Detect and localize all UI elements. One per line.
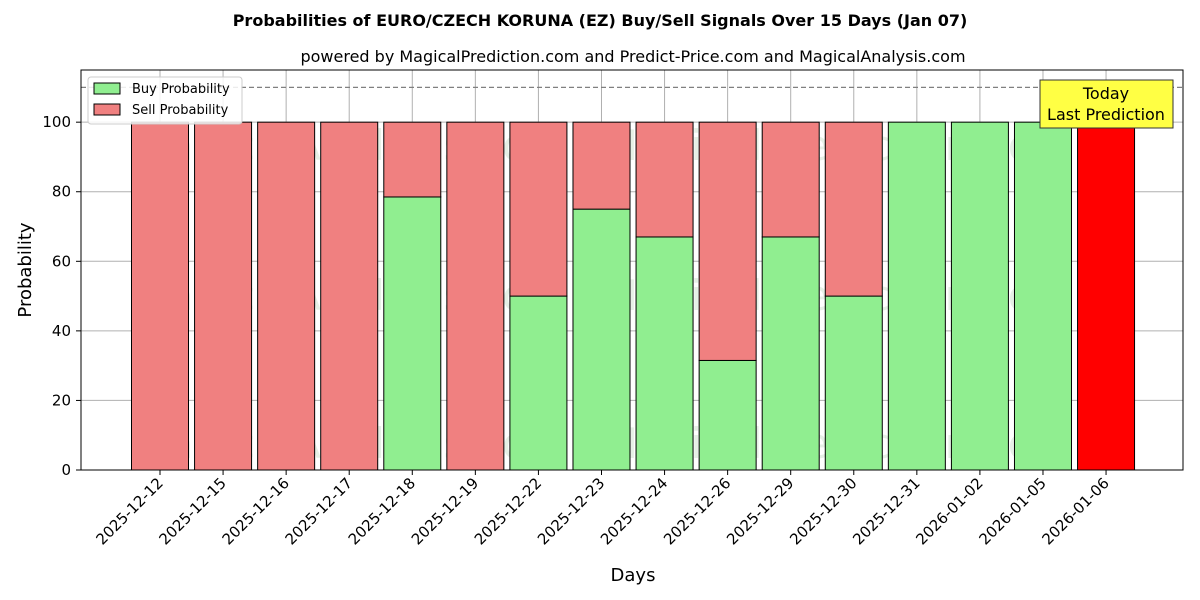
y-tick-label: 40 (52, 322, 71, 340)
bar-sell-2025-12-24 (635, 121, 694, 238)
annotation-box (1039, 79, 1174, 129)
bar-buy-2025-12-29 (761, 236, 820, 471)
bar-sell-2025-12-26 (698, 121, 757, 361)
bar-sell-2025-12-17 (320, 121, 379, 471)
x-tick-label: 2025-12-16 (219, 474, 293, 548)
bar-sell-2025-12-22 (509, 121, 568, 297)
y-axis-label: Probability (15, 222, 36, 317)
x-tick-label: 2026-01-05 (975, 474, 1049, 548)
bar-sell-2025-12-23 (572, 121, 631, 210)
bar-buy-2025-12-22 (509, 295, 568, 471)
x-tick-label: 2025-12-22 (471, 474, 545, 548)
plot-frame (80, 69, 1184, 471)
x-tick-label: 2026-01-02 (912, 474, 986, 548)
bar-buy-2026-01-02 (950, 121, 1009, 471)
bar-sell-2025-12-18 (383, 121, 442, 198)
x-tick-label: 2025-12-12 (92, 474, 166, 548)
x-tick-label: 2025-12-18 (345, 474, 419, 548)
chart-subtitle: powered by MagicalPrediction.com and Pre… (300, 47, 965, 66)
bar-buy-2025-12-26 (698, 359, 757, 471)
bar-buy-2025-12-24 (635, 236, 694, 471)
bars (131, 121, 1136, 471)
bar-sell-2025-12-29 (761, 121, 820, 238)
legend-box (87, 76, 243, 125)
y-tick-label: 100 (42, 113, 71, 131)
today-annotation: Today Last Prediction (1039, 79, 1174, 129)
bar-sell-2025-12-16 (257, 121, 316, 471)
x-tick-label: 2025-12-17 (282, 474, 356, 548)
x-tick-label: 2025-12-24 (597, 474, 671, 548)
y-tick-label: 80 (52, 183, 71, 201)
x-tick-label: 2025-12-15 (156, 474, 230, 548)
x-tick-label: 2025-12-26 (660, 474, 734, 548)
bar-sell-2026-01-06 (1077, 121, 1136, 471)
x-tick-label: 2025-12-31 (849, 474, 923, 548)
legend: Buy Probability Sell Probability (87, 76, 243, 125)
bar-buy-2025-12-18 (383, 196, 442, 471)
bar-sell-2025-12-15 (194, 121, 253, 471)
x-tick-label: 2025-12-19 (408, 474, 482, 548)
bar-sell-2025-12-12 (131, 121, 189, 471)
bar-buy-2025-12-31 (887, 121, 946, 471)
x-tick-label: 2025-12-30 (786, 474, 860, 548)
legend-swatch-sell (93, 103, 121, 116)
y-tick-label: 60 (52, 252, 71, 270)
x-tick-label: 2025-12-29 (723, 474, 797, 548)
x-axis-label: Days (611, 565, 656, 586)
legend-label-buy: Buy Probability (132, 82, 230, 97)
bar-buy-2026-01-05 (1013, 121, 1072, 471)
y-axis-ticks: 0 20 40 60 80 100 (42, 113, 81, 479)
y-tick-label: 0 (61, 461, 71, 479)
annotation-line-2: Last Prediction (1047, 105, 1165, 124)
annotation-line-1: Today (1082, 84, 1129, 103)
x-tick-label: 2026-01-06 (1038, 474, 1112, 548)
bar-sell-2025-12-19 (446, 121, 505, 471)
legend-label-sell: Sell Probability (132, 103, 229, 118)
bar-buy-2025-12-23 (572, 208, 631, 471)
chart-title: Probabilities of EURO/CZECH KORUNA (EZ) … (233, 11, 968, 30)
legend-swatch-buy (93, 82, 121, 95)
bar-buy-2025-12-30 (824, 295, 883, 471)
bar-sell-2025-12-30 (824, 121, 883, 297)
y-tick-label: 20 (52, 391, 71, 409)
x-axis-ticks: 2025-12-122025-12-152025-12-162025-12-17… (92, 470, 1113, 548)
x-tick-label: 2025-12-23 (534, 474, 608, 548)
